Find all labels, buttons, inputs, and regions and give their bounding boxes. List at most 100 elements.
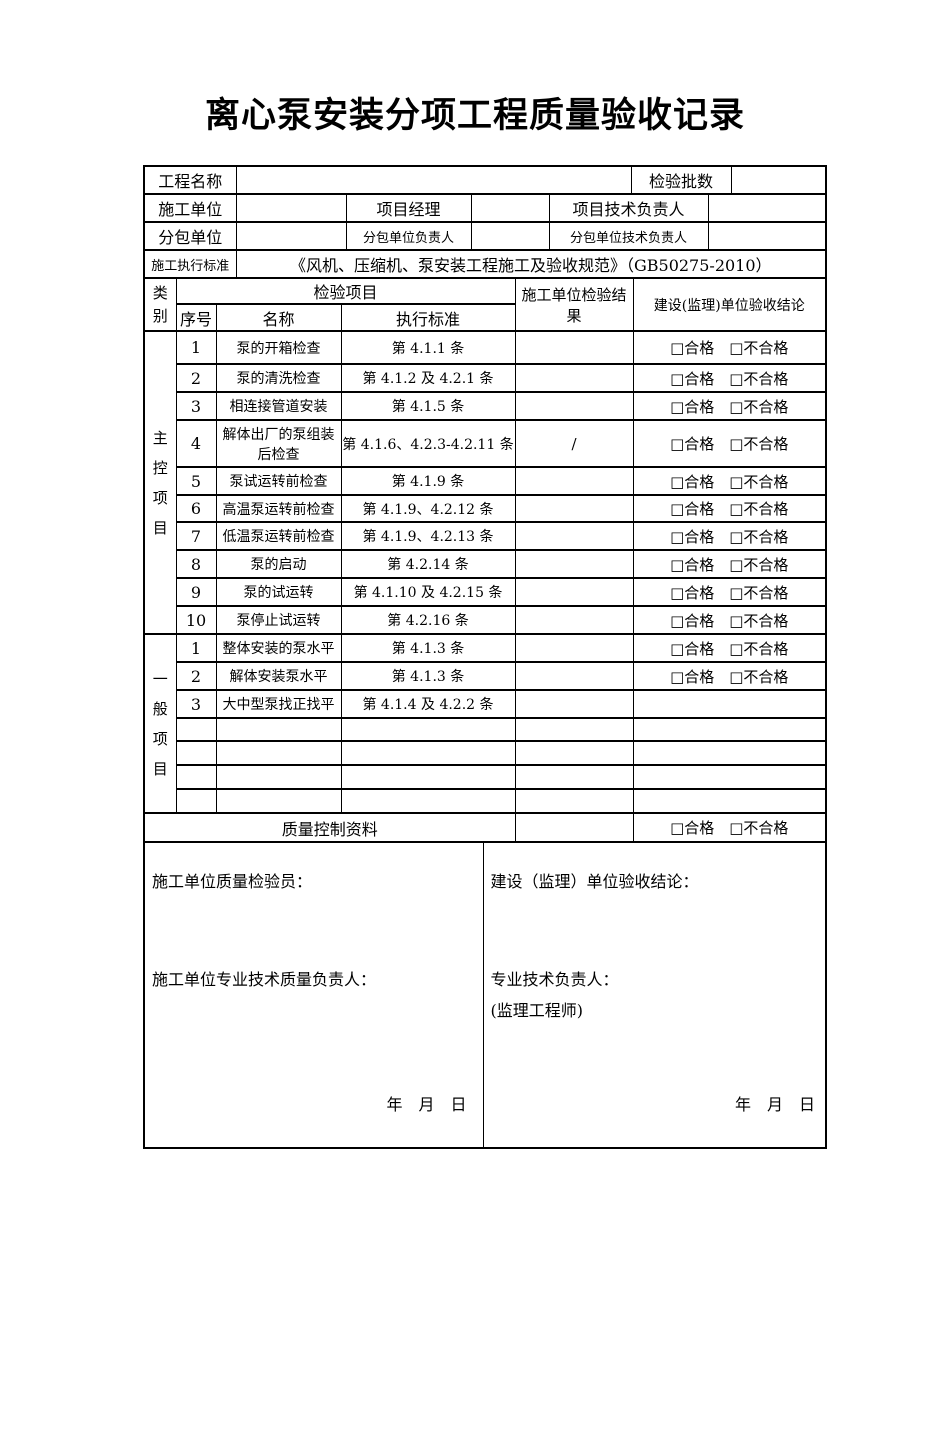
item-name-cell: 相连接管道安装 [215,391,342,421]
subcontractor-tech-lead-label: 分包单位技术负责人 [548,221,709,251]
seq-header: 序号 [175,303,217,332]
supervisor-conclusion-header: 建设(监理)单位验收结论 [632,277,827,332]
table-row: 施工执行标准 《风机、压缩机、泵安装工程施工及验收规范》（GB50275-201… [143,249,827,279]
conclusion-checkboxes: □合格 □不合格 [632,391,827,421]
item-name-cell: 泵试运转前检查 [215,466,342,496]
standard-cell [340,764,516,790]
conclusion-checkboxes: □合格 □不合格 [632,812,827,843]
item-name-cell: 低温泵运转前检查 [215,521,342,551]
seq-cell: 2 [175,661,217,691]
builder-result-cell [514,466,634,496]
header-row: 序号 名称 执行标准 [144,303,826,332]
standard-header: 执行标准 [340,303,516,332]
table-row: 分包单位 分包单位负责人 分包单位技术负责人 [143,221,827,251]
conclusion-checkboxes: □合格 □不合格 [632,419,827,468]
supervisor-engineer-note: (监理工程师) [490,1001,584,1020]
conclusion-checkboxes: □合格 □不合格 [632,330,827,365]
quality-control-label: 质量控制资料 [143,812,516,843]
standard-cell: 第 4.1.9、4.2.13 条 [340,521,516,551]
seq-cell: 2 [175,363,217,393]
conclusion-checkboxes: □合格 □不合格 [632,605,827,635]
standard-cell [340,717,516,742]
standard-cell: 第 4.1.4 及 4.2.2 条 [340,689,516,719]
standard-cell: 第 4.2.14 条 [340,549,516,579]
table-row: 施工单位 项目经理 项目技术负责人 [143,193,827,223]
seq-cell: 10 [175,605,217,635]
project-tech-lead-label: 项目技术负责人 [548,193,709,223]
item-name-cell: 解体安装泵水平 [215,661,342,691]
conclusion-checkboxes: □合格 □不合格 [632,521,827,551]
seq-cell: 6 [175,494,217,523]
signature-section: 施工单位质量检验员： 施工单位专业技术质量负责人： 年 月 日 建设（监理）单位… [143,841,827,1149]
project-manager-label: 项目经理 [345,193,472,223]
seq-cell: 3 [175,689,217,719]
quality-control-row: 质量控制资料 □合格 □不合格 [143,812,827,843]
conclusion-cell [632,788,827,814]
builder-result-cell [514,363,634,393]
item-name-cell [215,788,342,814]
table-row [144,717,827,742]
execution-standard-value: 《风机、压缩机、泵安装工程施工及验收规范》（GB50275-2010） [235,249,827,279]
conclusion-checkboxes: □合格 □不合格 [632,363,827,393]
item-name-cell: 泵的开箱检查 [215,330,342,365]
item-name-cell: 泵的启动 [215,549,342,579]
table-row: 3 大中型泵找正找平 第 4.1.4 及 4.2.2 条 [144,689,827,719]
item-name-cell: 泵的试运转 [215,577,342,607]
table-row: 10 泵停止试运转 第 4.2.16 条 □合格 □不合格 [144,605,827,635]
builder-result-cell [514,521,634,551]
form-body: 工程名称 检验批数 施工单位 项目经理 项目技术负责人 分包单位 分包单位负责人… [143,165,828,1149]
seq-cell: 7 [175,521,217,551]
section-label-main-control: 主控项目 [143,330,177,635]
item-name-cell: 大中型泵找正找平 [215,689,342,719]
seq-cell: 3 [175,391,217,421]
table-row: 7 低温泵运转前检查 第 4.1.9、4.2.13 条 □合格 □不合格 [144,521,827,551]
page-title: 离心泵安装分项工程质量验收记录 [204,95,745,136]
builder-result-cell [514,549,634,579]
table-row: 9 泵的试运转 第 4.1.10 及 4.2.15 条 □合格 □不合格 [144,577,827,607]
section-label-general: 一般项目 [143,633,177,814]
conclusion-checkboxes: □合格 □不合格 [632,466,827,496]
subcontractor-label: 分包单位 [143,221,237,251]
project-name-field [235,165,632,195]
seq-cell [175,788,217,814]
conclusion-checkboxes: □合格 □不合格 [632,633,827,663]
item-name-cell [215,764,342,790]
item-name-cell: 高温泵运转前检查 [215,494,342,523]
builder-signature-cell: 施工单位质量检验员： 施工单位专业技术质量负责人： 年 月 日 [143,841,484,1149]
item-name-cell [215,717,342,742]
conclusion-cell [632,764,827,790]
project-manager-field [470,193,550,223]
standard-cell: 第 4.1.1 条 [340,330,516,365]
standard-cell: 第 4.1.3 条 [340,661,516,691]
table-row: 工程名称 检验批数 [143,165,827,195]
name-header: 名称 [215,303,342,332]
builder-result-cell [514,717,634,742]
standard-cell: 第 4.1.6、4.2.3-4.2.11 条 [340,419,516,468]
supervisor-date-line: 年 月 日 [734,1095,815,1114]
table-row: 主控项目 1 泵的开箱检查 第 4.1.1 条 □合格 □不合格 [143,330,827,635]
table-row: 5 泵试运转前检查 第 4.1.9 条 □合格 □不合格 [144,466,827,496]
standard-cell [340,740,516,766]
item-name-cell [215,740,342,766]
builder-quality-lead-label: 施工单位专业技术质量负责人： [152,970,377,989]
builder-result-cell [514,577,634,607]
builder-result-cell [514,788,634,814]
item-name-cell: 泵的清洗检查 [215,363,342,393]
seq-cell: 4 [175,419,217,468]
builder-result-header: 施工单位检验结果 [514,277,634,332]
item-name-cell: 泵停止试运转 [215,605,342,635]
standard-cell: 第 4.2.16 条 [340,605,516,635]
builder-result-cell [514,605,634,635]
table-row [144,788,827,814]
builder-result-cell [514,330,634,365]
table-row: 6 高温泵运转前检查 第 4.1.9、4.2.12 条 □合格 □不合格 [144,494,827,523]
supervisor-signature-cell: 建设（监理）单位验收结论： 专业技术负责人： (监理工程师) 年 月 日 [482,841,827,1149]
seq-cell: 1 [175,633,217,663]
table-row: 4 解体出厂的泵组装后检查 第 4.1.6、4.2.3-4.2.11 条 / □… [144,419,827,468]
subcontractor-tech-lead-field [707,221,827,251]
document-page: 离心泵安装分项工程质量验收记录 工程名称 检验批数 施工单位 项目经理 项目技术… [0,92,950,1149]
builder-result-cell [514,391,634,421]
builder-result-cell [514,633,634,663]
execution-standard-label: 施工执行标准 [143,249,237,279]
builder-label: 施工单位 [143,193,237,223]
